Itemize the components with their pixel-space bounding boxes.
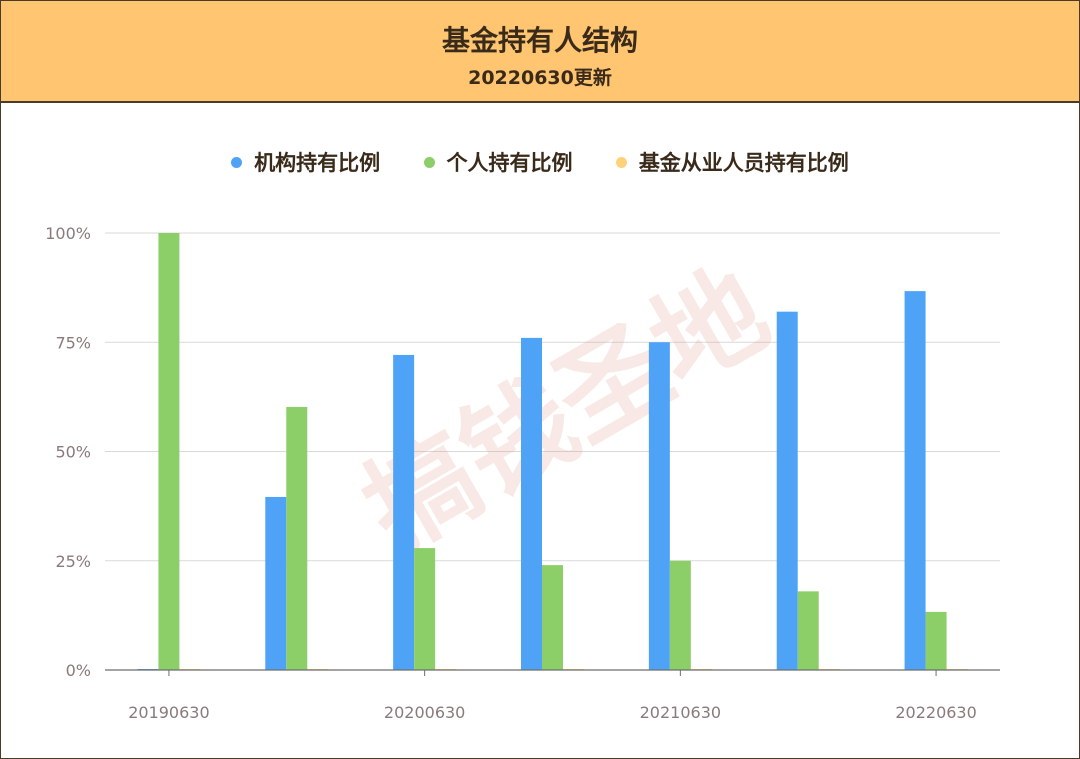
legend-dot-employee-icon xyxy=(615,156,627,168)
chart-header: 基金持有人结构 20220630更新 xyxy=(1,1,1079,103)
bar[interactable] xyxy=(648,342,670,670)
y-tick-label: 0% xyxy=(66,661,91,680)
bar[interactable] xyxy=(158,233,180,670)
bar[interactable] xyxy=(904,291,926,670)
legend-label-employee: 基金从业人员持有比例 xyxy=(638,151,849,175)
legend-item-employee[interactable]: 基金从业人员持有比例 xyxy=(615,147,849,177)
x-tick-label: 20200630 xyxy=(384,703,465,722)
bar[interactable] xyxy=(414,548,436,670)
legend-item-individual[interactable]: 个人持有比例 xyxy=(423,147,573,177)
y-tick-label: 50% xyxy=(55,443,91,462)
chart-subtitle: 20220630更新 xyxy=(468,67,612,89)
chart-title: 基金持有人结构 xyxy=(441,24,638,57)
y-tick-label: 25% xyxy=(55,552,91,571)
y-tick-label: 100% xyxy=(45,224,91,243)
bar[interactable] xyxy=(286,406,308,670)
bar[interactable] xyxy=(669,560,691,670)
bar[interactable] xyxy=(776,311,798,670)
bar[interactable] xyxy=(542,565,563,670)
legend-item-institution[interactable]: 机构持有比例 xyxy=(231,147,380,177)
bars xyxy=(137,233,968,670)
x-tick-label: 20220630 xyxy=(895,703,976,722)
x-tick-label: 20190630 xyxy=(128,703,209,722)
bar[interactable] xyxy=(797,591,819,670)
y-tick-label: 75% xyxy=(55,333,91,352)
bar[interactable] xyxy=(925,611,947,670)
x-tick-label: 20210630 xyxy=(640,703,721,722)
legend-label-individual: 个人持有比例 xyxy=(446,151,573,175)
bar[interactable] xyxy=(393,354,415,670)
chart-legend: 机构持有比例 个人持有比例 基金从业人员持有比例 xyxy=(1,147,1079,177)
legend-dot-institution-icon xyxy=(231,156,243,168)
legend-label-institution: 机构持有比例 xyxy=(254,151,381,175)
grid-lines xyxy=(105,232,1000,562)
bar[interactable] xyxy=(265,496,287,670)
legend-dot-individual-icon xyxy=(423,156,435,168)
bar[interactable] xyxy=(521,337,542,670)
axes: 0% 25% 50% 75% 100% 20190630 20200630 20210630 2… xyxy=(45,224,1000,722)
